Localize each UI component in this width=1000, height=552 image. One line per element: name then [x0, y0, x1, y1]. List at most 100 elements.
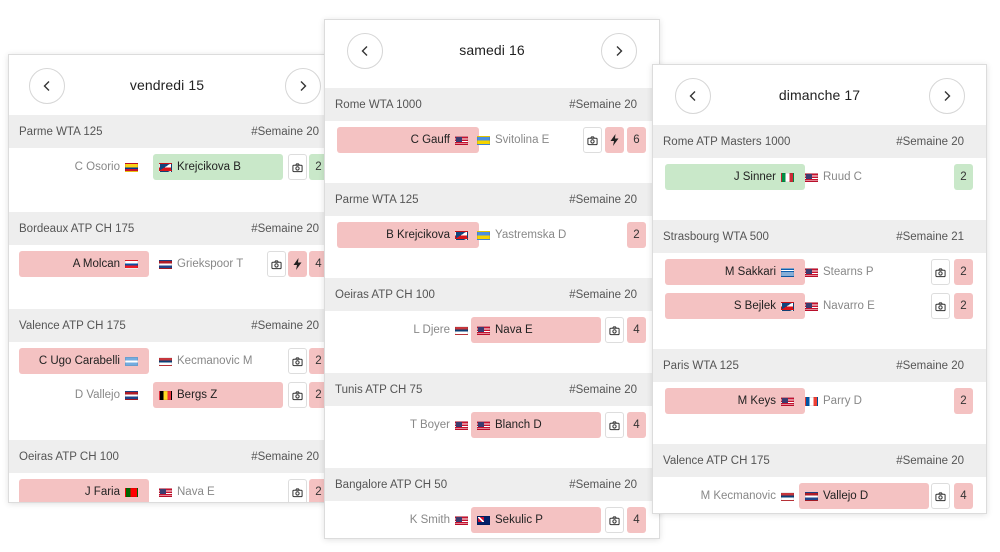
- player-right[interactable]: Krejcikova B: [153, 154, 283, 180]
- h2h-button[interactable]: [583, 127, 602, 153]
- match-row[interactable]: T Boyer Blanch D 4: [325, 409, 659, 440]
- player-right[interactable]: Griekspoor T: [153, 251, 283, 277]
- tournament-header[interactable]: Rome WTA 1000 #Semaine 20: [325, 88, 659, 121]
- player-right[interactable]: Ruud C: [799, 164, 929, 190]
- player-left[interactable]: T Boyer: [337, 412, 479, 438]
- player-left[interactable]: M Keys: [665, 388, 805, 414]
- player-name: D Vallejo: [74, 389, 120, 401]
- player-right[interactable]: Nava E: [153, 479, 283, 502]
- match-row[interactable]: J Faria Nava E 2: [9, 476, 325, 502]
- tournament-name: Rome WTA 1000: [335, 98, 422, 111]
- tournament-header[interactable]: Tunis ATP CH 75 #Semaine 20: [325, 373, 659, 406]
- live-bolt-button[interactable]: [605, 127, 624, 153]
- tournament-block: Oeiras ATP CH 100 #Semaine 20 L Djere Nava …: [325, 278, 659, 345]
- match-count[interactable]: 2: [309, 154, 325, 180]
- tournament-header[interactable]: Bordeaux ATP CH 175 #Semaine 20: [9, 212, 325, 245]
- match-count[interactable]: 2: [309, 348, 325, 374]
- next-day-button[interactable]: [929, 78, 965, 114]
- tournament-header[interactable]: Valence ATP CH 175 #Semaine 20: [9, 309, 325, 342]
- match-row[interactable]: D Vallejo Bergs Z 2: [9, 379, 325, 410]
- player-left[interactable]: C Osorio: [19, 154, 149, 180]
- match-row[interactable]: M Kecmanovic Vallejo D 4: [653, 480, 986, 511]
- match-count[interactable]: 6: [627, 127, 646, 153]
- match-count[interactable]: 4: [309, 251, 325, 277]
- previous-day-button[interactable]: [675, 78, 711, 114]
- h2h-button[interactable]: [931, 483, 950, 509]
- h2h-button[interactable]: [931, 293, 950, 319]
- match-row[interactable]: K Smith Sekulic P 4: [325, 504, 659, 535]
- player-left[interactable]: C Gauff: [337, 127, 479, 153]
- player-left[interactable]: C Ugo Carabelli: [19, 348, 149, 374]
- match-count[interactable]: 4: [954, 483, 973, 509]
- match-count[interactable]: 2: [954, 388, 973, 414]
- h2h-button[interactable]: [288, 154, 307, 180]
- match-row[interactable]: A Molcan Griekspoor T 4: [9, 248, 325, 279]
- lightning-icon: [610, 134, 619, 146]
- previous-day-button[interactable]: [347, 33, 383, 69]
- player-left[interactable]: J Faria: [19, 479, 149, 502]
- tournament-header[interactable]: Strasbourg WTA 500 #Semaine 21: [653, 220, 986, 253]
- tournament-header[interactable]: Rome ATP Masters 1000 #Semaine 20: [653, 125, 986, 158]
- player-right[interactable]: Bergs Z: [153, 382, 283, 408]
- player-left[interactable]: M Sakkari: [665, 259, 805, 285]
- match-count[interactable]: 2: [954, 293, 973, 319]
- player-right[interactable]: Nava E: [471, 317, 601, 343]
- match-row[interactable]: M Sakkari Stearns P 2: [653, 256, 986, 287]
- player-right[interactable]: Sekulic P: [471, 507, 601, 533]
- player-right[interactable]: Kecmanovic M: [153, 348, 283, 374]
- h2h-button[interactable]: [605, 317, 624, 343]
- match-row[interactable]: C Osorio Krejcikova B 2: [9, 151, 325, 182]
- previous-day-button[interactable]: [29, 68, 65, 104]
- match-count[interactable]: 2: [627, 222, 646, 248]
- h2h-button[interactable]: [288, 348, 307, 374]
- player-right[interactable]: Navarro E: [799, 293, 929, 319]
- player-right[interactable]: Parry D: [799, 388, 929, 414]
- match-row[interactable]: L Djere Nava E 4: [325, 314, 659, 345]
- match-row[interactable]: M Keys Parry D 2: [653, 385, 986, 416]
- tournament-header[interactable]: Parme WTA 125 #Semaine 20: [325, 183, 659, 216]
- player-left[interactable]: S Bejlek: [665, 293, 805, 319]
- match-row[interactable]: C Gauff Svitolina E 6: [325, 124, 659, 155]
- h2h-button[interactable]: [267, 251, 286, 277]
- match-count[interactable]: 4: [627, 317, 646, 343]
- player-right[interactable]: Blanch D: [471, 412, 601, 438]
- match-row[interactable]: J Sinner Ruud C 2: [653, 161, 986, 192]
- player-right[interactable]: Stearns P: [799, 259, 929, 285]
- match-count[interactable]: 2: [954, 164, 973, 190]
- h2h-button[interactable]: [605, 507, 624, 533]
- player-left[interactable]: M Kecmanovic: [665, 483, 805, 509]
- next-day-button[interactable]: [285, 68, 321, 104]
- match-row[interactable]: B Krejcikova Yastremska D 2: [325, 219, 659, 250]
- match-count[interactable]: 2: [309, 382, 325, 408]
- tournament-header[interactable]: Valence ATP CH 175 #Semaine 20: [653, 444, 986, 477]
- player-name: Parry D: [823, 395, 862, 407]
- match-row[interactable]: C Ugo Carabelli Kecmanovic M 2: [9, 345, 325, 376]
- next-day-button[interactable]: [601, 33, 637, 69]
- player-left[interactable]: A Molcan: [19, 251, 149, 277]
- tournament-header[interactable]: Oeiras ATP CH 100 #Semaine 20: [9, 440, 325, 473]
- h2h-button[interactable]: [288, 479, 307, 502]
- match-count[interactable]: 2: [954, 259, 973, 285]
- match-count[interactable]: 2: [309, 479, 325, 502]
- player-left[interactable]: K Smith: [337, 507, 479, 533]
- player-right[interactable]: Svitolina E: [471, 127, 601, 153]
- match-count[interactable]: 4: [627, 412, 646, 438]
- tournament-header[interactable]: Paris WTA 125 #Semaine 20: [653, 349, 986, 382]
- h2h-button[interactable]: [931, 259, 950, 285]
- tournament-header[interactable]: Bangalore ATP CH 50 #Semaine 20: [325, 468, 659, 501]
- chevron-left-icon: [43, 81, 50, 91]
- match-row[interactable]: S Bejlek Navarro E 2: [653, 290, 986, 321]
- live-bolt-button[interactable]: [288, 251, 307, 277]
- player-left[interactable]: L Djere: [337, 317, 479, 343]
- tournament-block: Rome WTA 1000 #Semaine 20 C Gauff Svitolina…: [325, 88, 659, 155]
- h2h-button[interactable]: [288, 382, 307, 408]
- player-left[interactable]: B Krejcikova: [337, 222, 479, 248]
- tournament-header[interactable]: Parme WTA 125 #Semaine 20: [9, 115, 325, 148]
- player-right[interactable]: Yastremska D: [471, 222, 601, 248]
- player-left[interactable]: J Sinner: [665, 164, 805, 190]
- player-left[interactable]: D Vallejo: [19, 382, 149, 408]
- match-count[interactable]: 4: [627, 507, 646, 533]
- player-right[interactable]: Vallejo D: [799, 483, 929, 509]
- tournament-header[interactable]: Oeiras ATP CH 100 #Semaine 20: [325, 278, 659, 311]
- h2h-button[interactable]: [605, 412, 624, 438]
